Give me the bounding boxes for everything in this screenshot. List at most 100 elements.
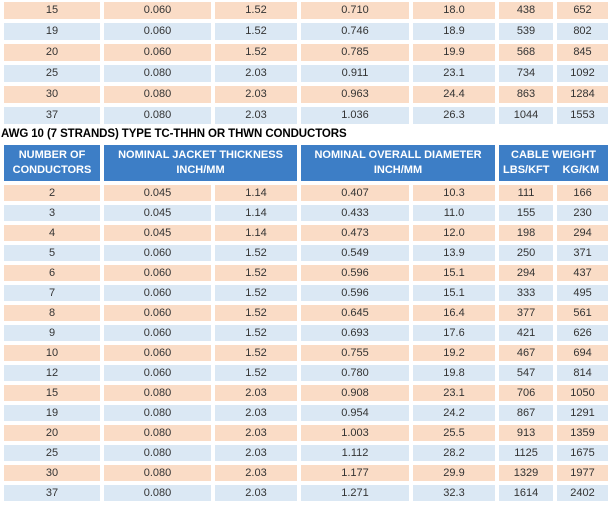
table-row: 25 0.080 2.03 1.112 28.2 1125 1675 xyxy=(4,445,609,461)
header-nominal-jacket-thickness: NOMINAL JACKET THICKNESS INCH/MM xyxy=(104,145,297,181)
cell-overall-diameter-mm: 10.3 xyxy=(413,185,496,201)
cell-jacket-thickness-mm: 1.52 xyxy=(215,285,297,301)
header-cable-weight: CABLE WEIGHT LBS/KFT KG/KM xyxy=(499,145,609,181)
table-row: 37 0.080 2.03 1.036 26.3 1044 1553 xyxy=(4,107,608,124)
cell-weight-kg-km: 1553 xyxy=(557,107,608,124)
cell-overall-diameter-inch: 1.177 xyxy=(301,465,409,481)
cell-jacket-thickness-inch: 0.080 xyxy=(104,65,211,82)
cell-overall-diameter-mm: 16.4 xyxy=(413,305,496,321)
header-number-of-conductors: NUMBER OF CONDUCTORS xyxy=(4,145,100,181)
header-line: NOMINAL JACKET THICKNESS xyxy=(118,149,283,161)
cell-overall-diameter-mm: 23.1 xyxy=(413,65,495,82)
cell-weight-kg-km: 230 xyxy=(557,205,609,221)
cell-jacket-thickness-mm: 1.52 xyxy=(215,245,297,261)
cell-weight-lbs-kft: 421 xyxy=(499,325,554,341)
cell-conductors: 19 xyxy=(4,405,100,421)
table-row: 5 0.060 1.52 0.549 13.9 250 371 xyxy=(4,245,609,261)
table-row: 2 0.045 1.14 0.407 10.3 111 166 xyxy=(4,185,609,201)
cell-weight-lbs-kft: 333 xyxy=(499,285,554,301)
cell-jacket-thickness-inch: 0.080 xyxy=(104,86,211,103)
header-line: NUMBER OF xyxy=(18,149,86,161)
cell-overall-diameter-mm: 28.2 xyxy=(413,445,496,461)
cell-overall-diameter-mm: 26.3 xyxy=(413,107,495,124)
cell-overall-diameter-inch: 1.036 xyxy=(301,107,409,124)
cell-weight-kg-km: 2402 xyxy=(557,485,609,501)
cell-jacket-thickness-mm: 2.03 xyxy=(215,485,297,501)
cell-overall-diameter-mm: 11.0 xyxy=(413,205,496,221)
cell-overall-diameter-mm: 29.9 xyxy=(413,465,496,481)
cell-weight-lbs-kft: 198 xyxy=(499,225,554,241)
header-unit-lbs-kft: LBS/KFT xyxy=(503,164,550,176)
cell-overall-diameter-mm: 18.9 xyxy=(413,23,495,40)
cell-overall-diameter-mm: 15.1 xyxy=(413,265,496,281)
cell-conductors: 15 xyxy=(4,385,100,401)
cell-jacket-thickness-mm: 1.52 xyxy=(215,365,297,381)
cell-conductors: 10 xyxy=(4,345,100,361)
cell-conductors: 8 xyxy=(4,305,100,321)
cell-jacket-thickness-mm: 2.03 xyxy=(215,465,297,481)
cell-weight-kg-km: 371 xyxy=(557,245,609,261)
cell-weight-lbs-kft: 438 xyxy=(499,2,553,19)
conductors-table-body: 2 0.045 1.14 0.407 10.3 111 166 3 0.045 1.14 0.433… xyxy=(4,185,609,501)
table-row: 30 0.080 2.03 1.177 29.9 1329 1977 xyxy=(4,465,609,481)
cell-weight-kg-km: 1092 xyxy=(557,65,608,82)
cell-conductors: 15 xyxy=(4,2,100,19)
cell-weight-kg-km: 437 xyxy=(557,265,609,281)
cell-overall-diameter-inch: 0.549 xyxy=(301,245,409,261)
cell-jacket-thickness-inch: 0.045 xyxy=(104,205,211,221)
table-row: 19 0.060 1.52 0.746 18.9 539 802 xyxy=(4,23,608,40)
cell-overall-diameter-mm: 24.2 xyxy=(413,405,496,421)
cell-overall-diameter-inch: 0.407 xyxy=(301,185,409,201)
header-nominal-overall-diameter: NOMINAL OVERALL DIAMETER INCH/MM xyxy=(301,145,496,181)
cell-jacket-thickness-inch: 0.060 xyxy=(104,245,211,261)
cell-jacket-thickness-mm: 2.03 xyxy=(215,405,297,421)
table-row: 20 0.060 1.52 0.785 19.9 568 845 xyxy=(4,44,608,61)
cell-overall-diameter-mm: 24.4 xyxy=(413,86,495,103)
table-row: 20 0.080 2.03 1.003 25.5 913 1359 xyxy=(4,425,609,441)
cell-weight-lbs-kft: 155 xyxy=(499,205,554,221)
cell-weight-lbs-kft: 1329 xyxy=(499,465,554,481)
cell-overall-diameter-mm: 25.5 xyxy=(413,425,496,441)
table-row: 30 0.080 2.03 0.963 24.4 863 1284 xyxy=(4,86,608,103)
header-line: INCH/MM xyxy=(373,164,423,176)
header-line: CONDUCTORS xyxy=(12,164,92,176)
cell-weight-lbs-kft: 706 xyxy=(499,385,554,401)
cell-overall-diameter-mm: 32.3 xyxy=(413,485,496,501)
cell-jacket-thickness-mm: 2.03 xyxy=(215,65,297,82)
cell-jacket-thickness-inch: 0.060 xyxy=(104,285,211,301)
cell-weight-lbs-kft: 547 xyxy=(499,365,554,381)
cell-jacket-thickness-mm: 1.52 xyxy=(215,265,297,281)
cell-overall-diameter-mm: 23.1 xyxy=(413,385,496,401)
table-row: 9 0.060 1.52 0.693 17.6 421 626 xyxy=(4,325,609,341)
cell-jacket-thickness-mm: 2.03 xyxy=(215,425,297,441)
previous-table-continuation: 15 0.060 1.52 0.710 18.0 438 652 19 0.060 1.52 0.7… xyxy=(0,0,612,128)
cell-conductors: 20 xyxy=(4,44,100,61)
cell-conductors: 7 xyxy=(4,285,100,301)
cell-weight-lbs-kft: 1125 xyxy=(499,445,554,461)
cell-overall-diameter-inch: 0.710 xyxy=(301,2,409,19)
cell-conductors: 19 xyxy=(4,23,100,40)
continuation-table-body: 15 0.060 1.52 0.710 18.0 438 652 19 0.060 1.52 0.7… xyxy=(4,2,608,124)
cell-jacket-thickness-inch: 0.080 xyxy=(104,485,211,501)
cell-jacket-thickness-mm: 1.52 xyxy=(215,325,297,341)
cell-jacket-thickness-inch: 0.080 xyxy=(104,385,211,401)
cell-weight-kg-km: 802 xyxy=(557,23,608,40)
cell-jacket-thickness-mm: 1.14 xyxy=(215,185,297,201)
cell-overall-diameter-inch: 0.746 xyxy=(301,23,409,40)
cell-overall-diameter-inch: 0.954 xyxy=(301,405,409,421)
cell-jacket-thickness-mm: 1.52 xyxy=(215,44,297,61)
cell-conductors: 37 xyxy=(4,107,100,124)
cell-overall-diameter-mm: 15.1 xyxy=(413,285,496,301)
table-row: 25 0.080 2.03 0.911 23.1 734 1092 xyxy=(4,65,608,82)
cell-weight-kg-km: 1675 xyxy=(557,445,609,461)
cell-jacket-thickness-mm: 2.03 xyxy=(215,385,297,401)
cell-overall-diameter-inch: 0.785 xyxy=(301,44,409,61)
cell-overall-diameter-mm: 17.6 xyxy=(413,325,496,341)
cell-weight-kg-km: 1977 xyxy=(557,465,609,481)
cell-conductors: 6 xyxy=(4,265,100,281)
cell-weight-kg-km: 626 xyxy=(557,325,609,341)
cell-weight-kg-km: 1050 xyxy=(557,385,609,401)
cell-overall-diameter-mm: 19.8 xyxy=(413,365,496,381)
cell-jacket-thickness-inch: 0.080 xyxy=(104,425,211,441)
